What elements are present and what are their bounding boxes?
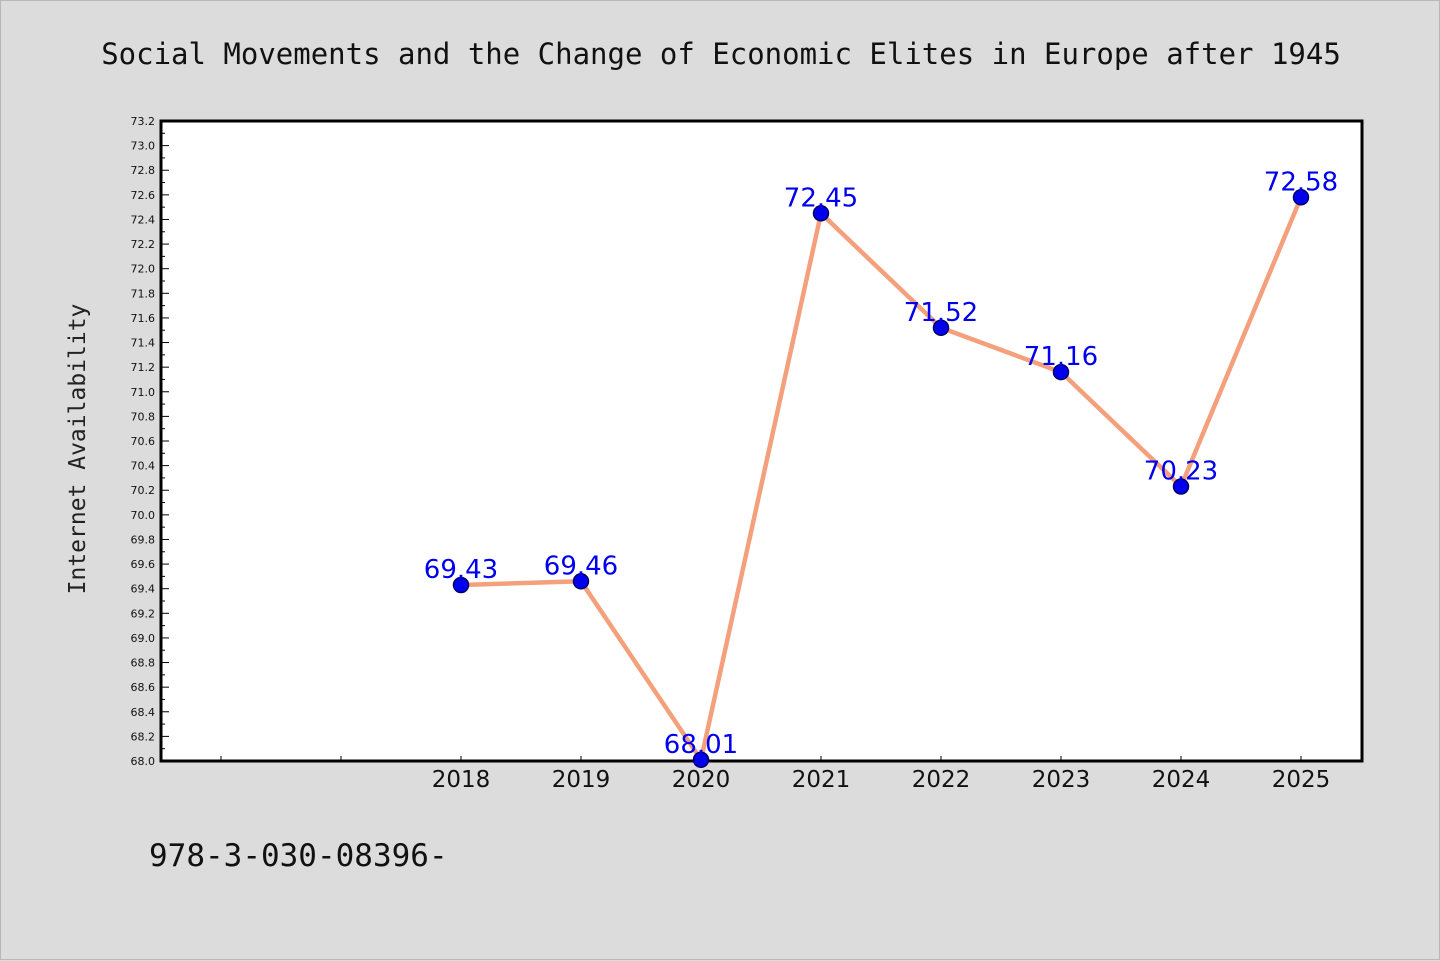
y-tick-label: 70.6: [131, 435, 156, 448]
footer-isbn-text: 978-3-030-08396-: [149, 838, 448, 874]
y-tick-label: 71.0: [131, 386, 156, 399]
y-tick-label: 72.6: [131, 189, 156, 202]
x-axis-ticks: 2018 2019 2020 2021 2022 2023 2024 2025: [220, 756, 1331, 793]
y-axis-label: Internet Availability: [65, 304, 91, 595]
data-label: 72.58: [1264, 167, 1338, 197]
y-tick-label: 68.4: [131, 706, 156, 719]
x-tick-label: 2018: [432, 767, 491, 793]
x-tick-label: 2019: [552, 767, 611, 793]
y-tick-label: 71.8: [131, 287, 156, 300]
data-label: 69.43: [424, 555, 498, 585]
y-tick-label: 68.2: [131, 730, 156, 743]
data-point: [932, 319, 950, 337]
data-label: 70.23: [1144, 457, 1218, 487]
data-label: 72.45: [784, 183, 858, 213]
y-tick-label: 69.0: [131, 632, 156, 645]
y-tick-label: 73.0: [131, 140, 156, 153]
y-tick-label: 68.8: [131, 657, 156, 670]
y-tick-label: 71.6: [131, 312, 156, 325]
data-point: [452, 576, 470, 594]
plot-area: [159, 119, 1364, 763]
data-point: [1052, 363, 1070, 381]
y-tick-label: 72.2: [131, 238, 156, 251]
data-point: [1292, 189, 1310, 206]
y-tick-label: 70.8: [131, 410, 156, 423]
x-tick-label: 2024: [1152, 767, 1211, 793]
y-tick-label: 71.2: [131, 361, 156, 374]
y-tick-label: 72.4: [131, 213, 156, 226]
y-tick-label: 70.2: [131, 484, 156, 497]
y-tick-label: 69.2: [131, 607, 156, 620]
y-tick-label: 70.0: [131, 509, 156, 522]
x-tick-label: 2021: [792, 767, 851, 793]
data-label: 69.46: [544, 551, 618, 581]
data-label: 71.16: [1024, 342, 1098, 372]
y-axis-ticks: 68.0 68.2 68.4 68.6 68.8 69.0 69.2 69.4 69.6 69.8…: [131, 115, 169, 768]
y-tick-label: 70.4: [131, 460, 156, 473]
y-tick-label: 73.2: [131, 115, 156, 128]
x-tick-label: 2022: [912, 767, 971, 793]
y-tick-label: 69.8: [131, 533, 156, 546]
y-tick-label: 71.4: [131, 337, 156, 350]
series-layer: 69.43 69.46 68.01 72.45 71.52 71.16 70.23 72.58: [424, 167, 1338, 769]
data-point: [692, 751, 710, 769]
x-tick-label: 2023: [1032, 767, 1091, 793]
data-label: 71.52: [904, 298, 978, 328]
y-tick-label: 72.8: [131, 164, 156, 177]
data-point: [812, 205, 830, 222]
y-tick-label: 72.0: [131, 263, 156, 276]
y-tick-label: 69.6: [131, 558, 156, 571]
chart-title: Social Movements and the Change of Econo…: [101, 37, 1341, 71]
data-label: 68.01: [664, 730, 738, 760]
series-line: [458, 195, 1304, 763]
y-tick-label: 69.4: [131, 583, 156, 596]
y-tick-label: 68.0: [131, 755, 156, 768]
y-tick-label: 68.6: [131, 681, 156, 694]
x-tick-label: 2025: [1272, 767, 1331, 793]
x-tick-label: 2020: [672, 767, 731, 793]
data-point: [572, 573, 590, 590]
data-point: [1172, 478, 1190, 495]
